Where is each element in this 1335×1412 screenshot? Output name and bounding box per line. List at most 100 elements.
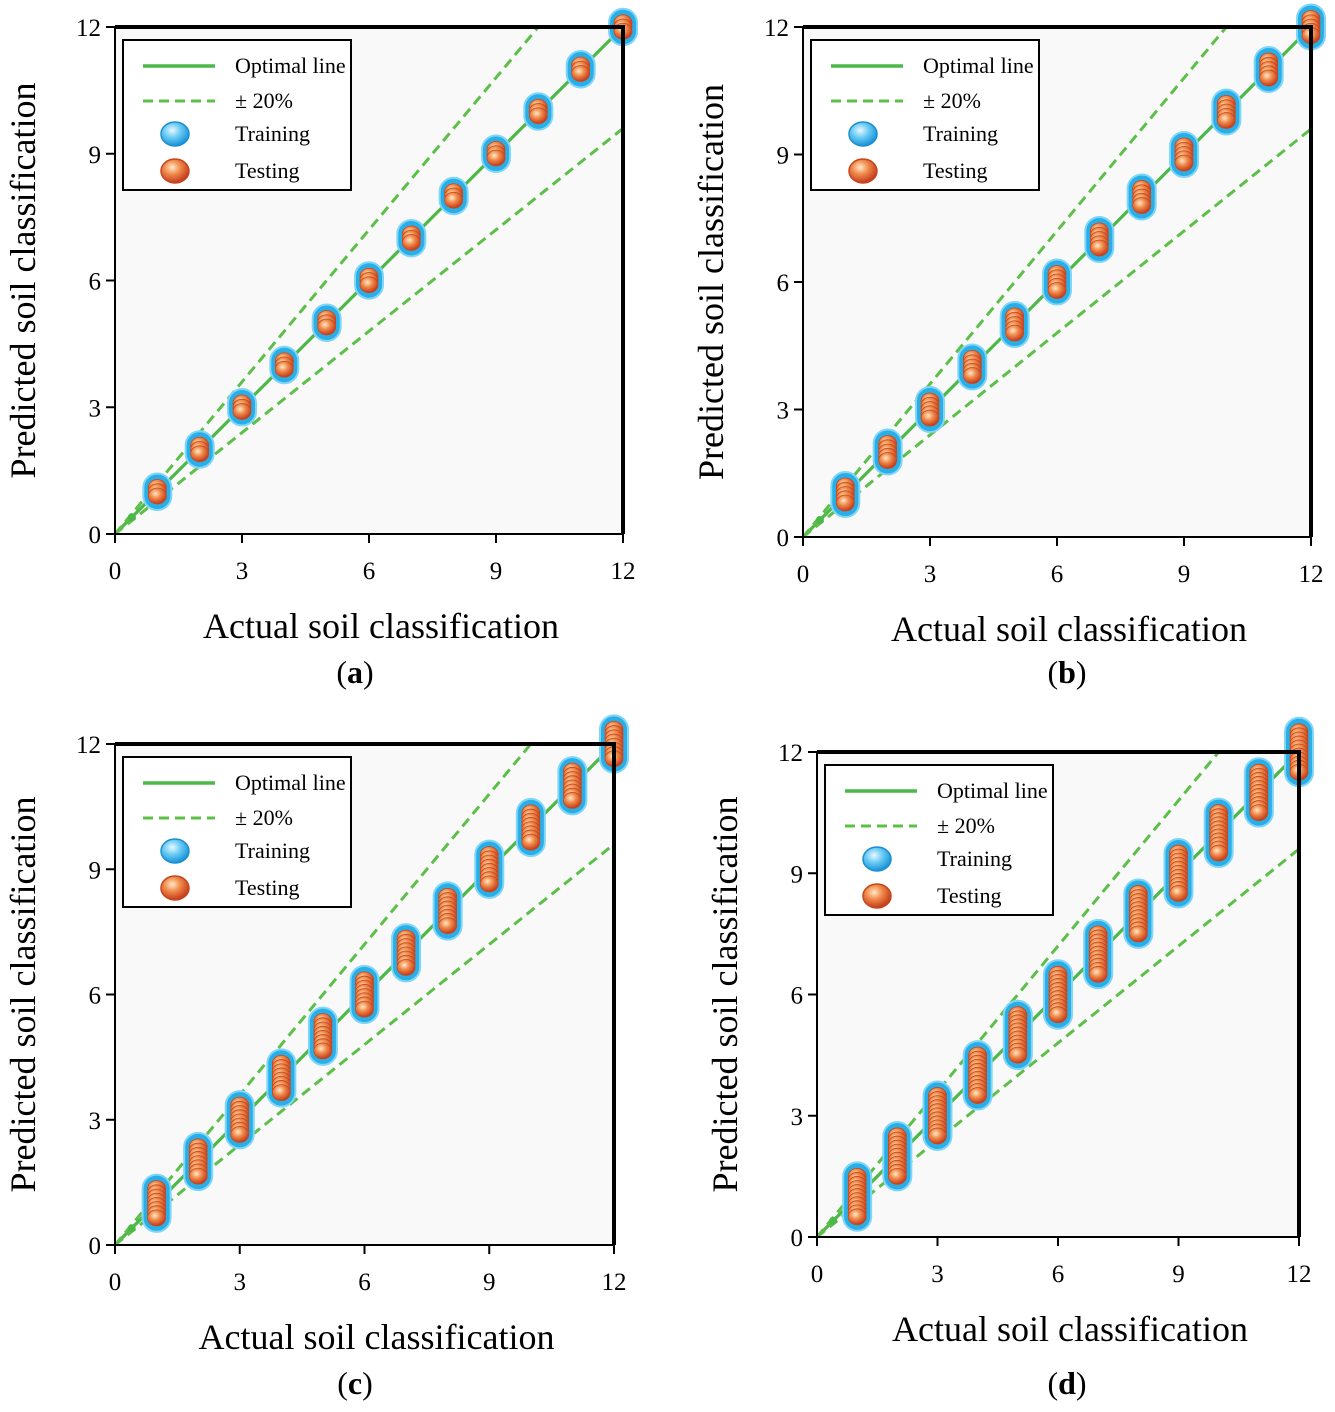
panel-label: (d) [1047,1365,1086,1401]
testing-point [1008,1046,1028,1064]
chart-panel-c: 0 3 6 9 12 0 3 6 9 12 Actual soil classification Pr… [3,714,629,1401]
x-axis-label: Actual soil classification [892,1309,1248,1349]
testing-point [847,1208,867,1226]
x-tick-label: 3 [931,1261,944,1288]
panel-label: (c) [337,1365,373,1401]
testing-point [962,367,982,384]
legend-label: Training [235,121,310,146]
legend-label: Testing [235,158,299,183]
legend-label: Testing [923,158,987,183]
y-axis-label: Predicted soil classification [3,83,43,479]
y-tick-label: 12 [778,740,803,767]
testing-point [1005,324,1025,342]
y-axis-label: Predicted soil classification [3,797,43,1193]
testing-point [274,360,294,378]
chart-panel-b: 0 3 6 9 12 0 3 6 9 12 Actual soil classification Pr… [691,3,1326,690]
testing-point [313,1042,333,1060]
y-tick-label: 3 [777,398,790,425]
testing-point [1128,925,1148,943]
legend-label: ± 20% [235,88,293,113]
chart-panel-a: 0 3 6 9 12 0 3 6 9 12 Actual soil classification Pr… [3,7,638,690]
legend-label: Training [923,121,998,146]
testing-point [928,1127,947,1145]
testing-point [147,1209,166,1227]
y-tick-label: 12 [76,15,101,42]
legend-label: Optimal line [923,53,1034,78]
x-axis-label: Actual soil classification [203,606,559,646]
data-points [830,3,1326,518]
x-tick-label: 3 [924,561,937,588]
x-tick-label: 12 [1299,561,1324,588]
y-tick-label: 3 [89,395,102,422]
y-tick-label: 9 [791,861,804,888]
chart-panel-d: 0 3 6 9 12 0 3 6 9 12 Actual soil classification Pr… [705,716,1314,1401]
lower-20pct-line [803,127,1311,537]
y-tick-label: 0 [89,1233,102,1260]
testing-point [401,234,421,251]
testing-point [355,1000,374,1018]
testing-point [920,409,940,427]
x-axis-label: Actual soil classification [199,1317,555,1357]
testing-point [396,958,416,976]
x-axis-label: Actual soil classification [891,609,1247,649]
testing-point [1048,1006,1068,1024]
x-tick-label: 9 [1172,1261,1185,1288]
testing-point [444,191,464,209]
lower-20pct-line [115,127,623,534]
testing-point [1047,282,1067,299]
y-tick-label: 9 [777,143,790,170]
upper-20pct-line [817,752,1221,1237]
legend-label: ± 20% [937,813,995,838]
x-tick-label: 0 [811,1261,824,1288]
optimal-line-dot [815,516,824,524]
x-tick-label: 0 [109,1269,122,1296]
x-tick-label: 9 [483,1269,496,1296]
testing-point [968,1087,988,1104]
x-tick-label: 0 [797,561,810,588]
legend-testing-swatch [862,883,892,909]
lower-20pct-line [115,843,614,1245]
y-axis-label: Predicted soil classification [705,797,745,1193]
x-tick-label: 12 [602,1269,627,1296]
legend-label: ± 20% [923,88,981,113]
optimal-line-dot [127,1224,136,1233]
testing-point [1174,154,1194,172]
legend: Optimal line ± 20% Training Testing [824,764,1054,916]
y-tick-label: 12 [764,15,789,42]
y-tick-label: 3 [89,1108,102,1135]
x-tick-label: 6 [363,558,376,585]
testing-point [878,452,898,469]
legend: Optimal line ± 20% Training Testing [122,756,352,908]
legend-label: Testing [937,883,1001,908]
legend-training-swatch [160,121,190,147]
testing-point [563,791,582,809]
y-tick-label: 0 [791,1225,804,1252]
legend-testing-swatch [160,875,190,901]
testing-point [232,403,252,420]
testing-point [1209,844,1229,862]
legend-testing-swatch [160,158,190,184]
testing-point [1088,965,1108,983]
testing-point [1249,804,1269,822]
x-tick-label: 3 [236,558,249,585]
data-points [141,714,629,1233]
testing-point [528,107,548,125]
y-axis-label: Predicted soil classification [691,84,731,480]
legend-label: Testing [235,875,299,900]
x-tick-label: 0 [109,558,122,585]
testing-point [1259,69,1279,87]
legend: Optimal line ± 20% Training Testing [810,39,1040,191]
y-tick-label: 6 [89,983,102,1010]
x-tick-label: 6 [358,1269,371,1296]
legend-training-swatch [848,121,878,147]
x-tick-label: 9 [490,558,503,585]
legend-label: Optimal line [235,770,346,795]
y-tick-label: 12 [76,732,101,759]
testing-point [190,445,210,463]
legend-testing-swatch [848,158,878,184]
x-tick-label: 9 [1178,561,1191,588]
legend-training-swatch [862,846,892,872]
y-tick-label: 6 [777,270,790,297]
y-tick-label: 9 [89,857,102,884]
